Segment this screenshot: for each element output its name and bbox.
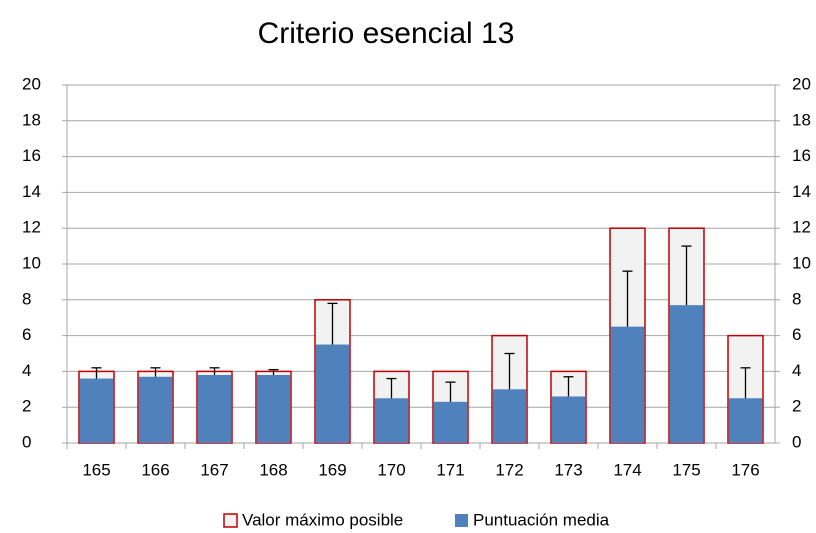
x-tick-label: 169 [318,460,346,479]
bar [315,344,350,443]
x-tick-label: 168 [259,460,287,479]
error-bar [386,377,397,399]
legend-swatch [455,514,468,527]
error-bar [209,367,220,375]
y2-tick-label: 10 [792,253,811,272]
y-tick-label: 16 [22,146,41,165]
bar [433,401,468,443]
bar [669,305,704,443]
y-tick-label: 6 [22,325,31,344]
x-tick-label: 165 [82,460,110,479]
x-tick-label: 176 [731,460,759,479]
legend-label: Puntuación media [473,510,610,529]
y-tick-label: 2 [22,397,31,416]
bar [492,389,527,443]
y-tick-label: 12 [22,218,41,237]
legend-label: Valor máximo posible [242,510,403,529]
x-tick-label: 172 [495,460,523,479]
y-tick-label: 14 [22,182,41,201]
legend-swatch [223,513,238,528]
y2-tick-label: 16 [792,146,811,165]
x-tick-label: 174 [613,460,641,479]
y-tick-label: 18 [22,110,41,129]
y2-tick-label: 20 [792,74,811,93]
y2-tick-label: 4 [792,361,801,380]
bar [197,374,232,443]
y-tick-label: 8 [22,289,31,308]
bar [610,326,645,443]
bar [374,398,409,443]
x-tick-label: 171 [436,460,464,479]
error-bar [91,367,102,379]
y-tick-label: 10 [22,253,41,272]
error-bar [327,302,338,345]
bar [551,396,586,443]
error-bar [504,352,515,390]
error-bar [150,367,161,377]
error-bar [563,376,574,397]
y-tick-label: 4 [22,361,31,380]
bar [256,374,291,443]
error-bar [268,368,279,375]
x-tick-label: 170 [377,460,405,479]
y2-tick-label: 0 [792,432,801,451]
y2-tick-label: 12 [792,218,811,237]
error-bar [622,270,633,327]
x-tick-label: 175 [672,460,700,479]
error-bar [740,367,751,399]
y2-tick-label: 6 [792,325,801,344]
y-tick-label: 20 [22,74,41,93]
x-tick-label: 173 [554,460,582,479]
y2-tick-label: 14 [792,182,811,201]
y2-tick-label: 18 [792,110,811,129]
x-tick-label: 166 [141,460,169,479]
y2-tick-label: 2 [792,397,801,416]
y2-tick-label: 8 [792,289,801,308]
y-tick-label: 0 [22,432,31,451]
chart-title: Criterio esencial 13 [258,17,515,50]
bar [728,398,763,443]
error-bar [681,245,692,306]
error-bar [445,381,456,402]
bar [79,378,114,443]
x-tick-label: 167 [200,460,228,479]
bar [138,376,173,443]
